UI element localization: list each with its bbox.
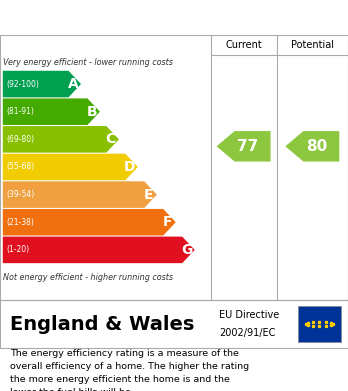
Text: (39-54): (39-54) — [6, 190, 34, 199]
Polygon shape — [3, 126, 119, 152]
Text: 80: 80 — [306, 139, 327, 154]
Polygon shape — [3, 209, 176, 235]
Polygon shape — [3, 71, 81, 97]
Text: (69-80): (69-80) — [6, 135, 34, 144]
Text: B: B — [87, 105, 97, 119]
Text: The energy efficiency rating is a measure of the
overall efficiency of a home. T: The energy efficiency rating is a measur… — [10, 349, 250, 391]
Text: G: G — [181, 243, 192, 257]
Text: Current: Current — [225, 40, 262, 50]
Polygon shape — [3, 237, 195, 263]
Text: Potential: Potential — [291, 40, 334, 50]
Text: (55-68): (55-68) — [6, 163, 34, 172]
Polygon shape — [3, 154, 138, 180]
Text: Not energy efficient - higher running costs: Not energy efficient - higher running co… — [3, 273, 174, 282]
Text: EU Directive: EU Directive — [219, 310, 279, 320]
Text: A: A — [68, 77, 78, 91]
Bar — [298, 306, 341, 342]
Text: F: F — [163, 215, 172, 229]
Text: Very energy efficient - lower running costs: Very energy efficient - lower running co… — [3, 58, 173, 67]
Text: D: D — [124, 160, 135, 174]
Text: (1-20): (1-20) — [6, 246, 29, 255]
Polygon shape — [216, 131, 271, 161]
Text: (81-91): (81-91) — [6, 107, 34, 116]
Text: E: E — [144, 188, 153, 202]
Text: Energy Efficiency Rating: Energy Efficiency Rating — [10, 10, 220, 25]
Polygon shape — [285, 131, 339, 161]
Text: 2002/91/EC: 2002/91/EC — [219, 328, 276, 338]
Text: (92-100): (92-100) — [6, 79, 39, 89]
Text: C: C — [106, 132, 116, 146]
Polygon shape — [3, 181, 157, 208]
Text: (21-38): (21-38) — [6, 218, 34, 227]
Text: 77: 77 — [237, 139, 259, 154]
Text: England & Wales: England & Wales — [10, 314, 195, 334]
Polygon shape — [3, 99, 100, 125]
